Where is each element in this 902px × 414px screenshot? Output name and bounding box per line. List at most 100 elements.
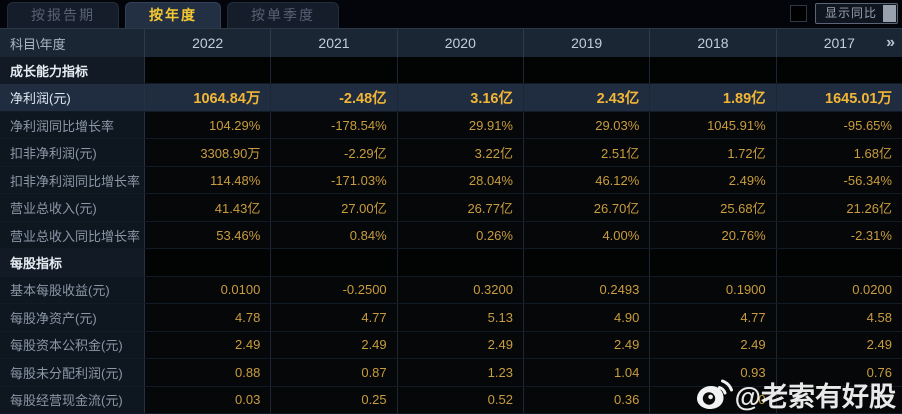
value-cell [650, 57, 777, 84]
value-cell: 1.68亿 [776, 139, 902, 166]
table-row[interactable]: 每股资本公积金(元) 2.49 2.49 2.49 2.49 2.49 2.49 [0, 331, 902, 360]
value-cell: 21.26亿 [776, 194, 902, 221]
value-cell: 0.84% [271, 221, 398, 249]
row-label: 扣非净利润同比增长率 [0, 166, 145, 194]
table-row[interactable]: 扣非净利润(元) 3308.90万 -2.29亿 3.22亿 2.51亿 1.72亿 1.6… [0, 139, 902, 167]
value-cell [776, 249, 902, 276]
value-cell: 1.89亿 [650, 84, 777, 111]
value-cell: -95.65% [776, 111, 902, 139]
value-cell: 1045.91% [650, 111, 777, 139]
value-cell: 2.49 [776, 331, 902, 359]
top-controls: 显示同比 [789, 3, 898, 24]
table-row[interactable]: 每股经营现金流(元) 0.03 0.25 0.52 0.36 0 [0, 386, 902, 414]
row-label: 基本每股收益(元) [0, 276, 145, 304]
value-cell: 28.04% [397, 166, 524, 194]
year-label: 2022 [192, 35, 224, 51]
row-label: 每股未分配利润(元) [0, 359, 145, 386]
row-label: 每股净资产(元) [0, 304, 145, 331]
value-cell: 0.0100 [145, 276, 272, 304]
value-cell: -178.54% [271, 111, 398, 139]
value-cell: 2.49 [523, 331, 651, 359]
show-yoy-toggle[interactable]: 显示同比 [814, 3, 898, 24]
row-label: 营业总收入(元) [0, 194, 145, 221]
year-label: 2019 [571, 35, 603, 51]
value-cell: 2.49 [650, 331, 777, 359]
value-cell [776, 57, 902, 84]
value-cell: -56.34% [776, 166, 902, 194]
row-label: 净利润同比增长率 [0, 111, 145, 139]
toggle-knob-icon[interactable] [883, 5, 896, 22]
value-cell: 26.77亿 [397, 194, 524, 221]
value-cell: -2.29亿 [271, 139, 398, 166]
value-cell: 41.43亿 [145, 194, 272, 221]
table-row[interactable]: 每股净资产(元) 4.78 4.77 5.13 4.90 4.77 4.58 [0, 304, 902, 332]
value-cell: 4.78 [145, 304, 272, 331]
value-cell [523, 57, 651, 84]
table-row[interactable]: 基本每股收益(元) 0.0100 -0.2500 0.3200 0.2493 0.1900… [0, 276, 902, 305]
value-cell [145, 249, 272, 276]
table-row[interactable]: 营业总收入同比增长率 53.46% 0.84% 0.26% 4.00% 20.76% -2.… [0, 221, 902, 250]
tab-annual[interactable]: 按年度 [125, 2, 221, 28]
row-label: 营业总收入同比增长率 [0, 221, 145, 249]
value-cell: 0.93 [650, 359, 777, 386]
table-row[interactable]: 净利润同比增长率 104.29% -178.54% 29.91% 29.03% 1045.… [0, 111, 902, 140]
value-cell [271, 57, 398, 84]
value-cell [776, 386, 902, 414]
value-cell: 0.88 [145, 359, 272, 386]
table-row[interactable]: 每股未分配利润(元) 0.88 0.87 1.23 1.04 0.93 0.76 [0, 359, 902, 387]
value-cell: 104.29% [145, 111, 272, 139]
value-cell: 25.68亿 [650, 194, 777, 221]
year-column-header: 2020 [398, 29, 524, 57]
value-cell: 1.72亿 [650, 139, 777, 166]
row-label: 成长能力指标 [0, 57, 145, 84]
year-column-header: 2017 » [777, 29, 902, 57]
value-cell: 4.77 [271, 304, 398, 331]
value-cell: 3.16亿 [397, 84, 524, 111]
value-cell: 46.12% [523, 166, 651, 194]
value-cell: 20.76% [650, 221, 777, 249]
row-label: 每股指标 [0, 249, 145, 276]
table-body: 成长能力指标 净利润(元) 1064.84万 -2.48亿 3.16亿 2.43亿 1.89… [0, 57, 902, 414]
value-cell: 5.13 [397, 304, 524, 331]
next-years-arrow[interactable]: » [886, 34, 895, 51]
value-cell: 2.51亿 [523, 139, 651, 166]
table-row[interactable]: 营业总收入(元) 41.43亿 27.00亿 26.77亿 26.70亿 25.68亿 21… [0, 194, 902, 222]
table-row[interactable]: 每股指标 [0, 249, 902, 277]
value-cell: 2.49 [397, 331, 524, 359]
value-cell: 0.52 [397, 386, 524, 414]
table-row[interactable]: 成长能力指标 [0, 57, 902, 85]
tab-single-quarter[interactable]: 按单季度 [227, 2, 339, 28]
value-cell: 0.76 [776, 359, 902, 386]
value-cell: 1.04 [523, 359, 651, 386]
year-label: 2018 [697, 35, 729, 51]
tab-report-period[interactable]: 按报告期 [7, 2, 119, 28]
value-cell: 1645.01万 [776, 84, 902, 111]
table-header-row: 科目\年度 2022 2021 2020 2019 2018 2017 » [0, 28, 902, 57]
table-row[interactable]: 净利润(元) 1064.84万 -2.48亿 3.16亿 2.43亿 1.89亿 1645.… [0, 84, 902, 112]
value-cell: 4.58 [776, 304, 902, 331]
value-cell: 3.22亿 [397, 139, 524, 166]
value-cell: 53.46% [145, 221, 272, 249]
value-cell: 1064.84万 [145, 84, 272, 111]
row-label: 每股资本公积金(元) [0, 331, 145, 359]
value-cell: 29.91% [397, 111, 524, 139]
value-cell [650, 249, 777, 276]
year-label: 2021 [318, 35, 350, 51]
value-cell: 1.23 [397, 359, 524, 386]
value-cell: 0.2493 [523, 276, 651, 304]
row-label: 净利润(元) [0, 84, 145, 111]
year-column-header: 2018 [650, 29, 777, 57]
year-label: 2020 [444, 35, 476, 51]
row-label: 扣非净利润(元) [0, 139, 145, 166]
value-cell: 0.36 [523, 386, 651, 414]
value-cell: 0.26% [397, 221, 524, 249]
value-cell: 27.00亿 [271, 194, 398, 221]
value-cell [145, 57, 272, 84]
value-cell: 0 [650, 386, 777, 414]
value-cell: 0.3200 [397, 276, 524, 304]
yoy-checkbox[interactable] [789, 5, 807, 22]
value-cell: -2.31% [776, 221, 902, 249]
table-row[interactable]: 扣非净利润同比增长率 114.48% -171.03% 28.04% 46.12% 2.4… [0, 166, 902, 195]
corner-header: 科目\年度 [0, 29, 145, 57]
